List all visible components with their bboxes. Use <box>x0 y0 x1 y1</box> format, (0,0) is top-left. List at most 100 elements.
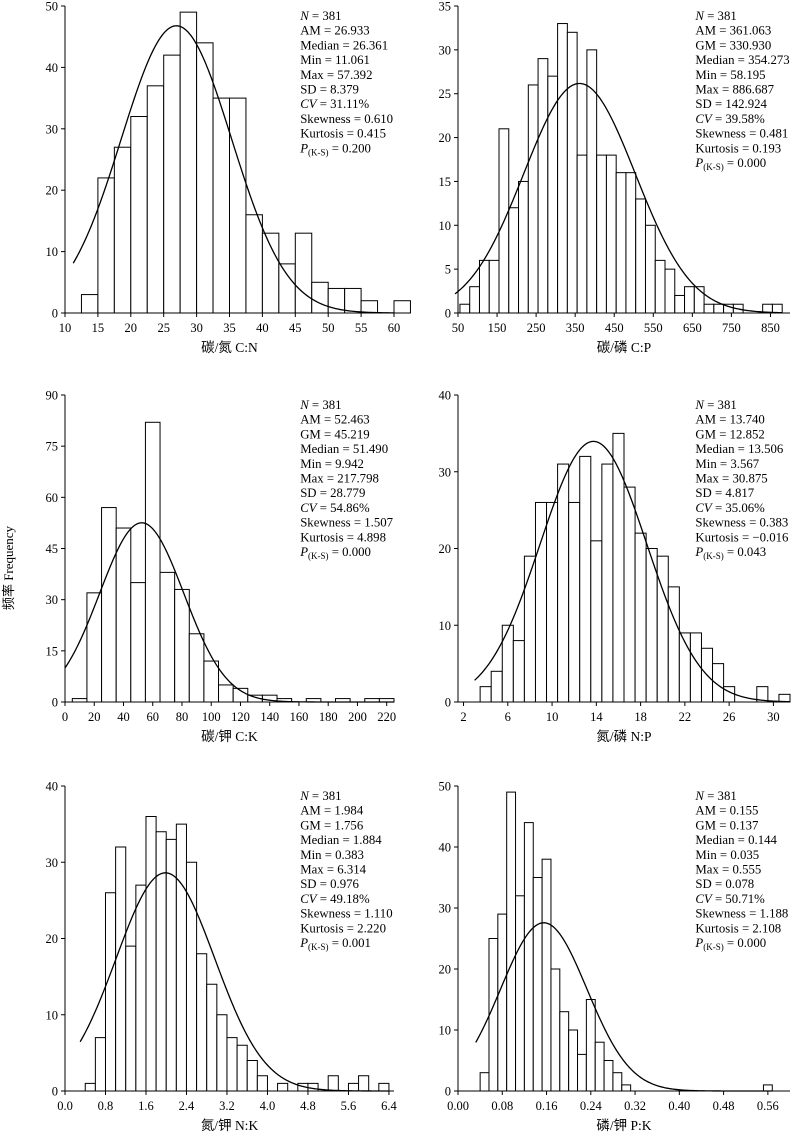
histogram-bar <box>490 670 503 703</box>
shared-y-axis-label: 频率 Frequency <box>1 525 16 610</box>
stat-line: AM = 361.063 <box>695 24 771 38</box>
stat-line: SD = 0.078 <box>695 877 754 891</box>
histogram-bar <box>80 294 99 314</box>
histogram-bar <box>478 259 490 314</box>
stat-line: Max = 57.392 <box>300 68 372 82</box>
y-tick-label: 75 <box>46 440 59 454</box>
stat-line: Median = 51.490 <box>300 442 388 456</box>
y-tick-label: 10 <box>46 245 59 259</box>
histogram-bar <box>612 1072 623 1092</box>
histogram-bar <box>568 1029 579 1092</box>
histogram-bar <box>218 684 234 703</box>
histogram-bar <box>515 895 525 1092</box>
y-tick-label: 40 <box>46 780 59 794</box>
stat-line: N = 381 <box>694 9 736 23</box>
histogram-bar <box>344 287 362 314</box>
y-tick-label: 10 <box>439 1024 452 1038</box>
x-tick-label: 550 <box>644 321 663 335</box>
y-tick-label: 45 <box>46 542 59 556</box>
y-tick-label: 30 <box>439 465 452 479</box>
x-tick-label: 0.48 <box>713 1099 735 1113</box>
histogram-bar <box>566 31 578 314</box>
y-tick-label: 30 <box>439 902 452 916</box>
histogram-bar <box>684 286 695 314</box>
x-tick-label: 50 <box>322 321 335 335</box>
stat-line: Kurtosis = 2.108 <box>695 921 781 935</box>
histogram-bar <box>523 555 536 703</box>
histogram-bar <box>130 582 146 703</box>
x-tick-label: 5.6 <box>341 1099 357 1113</box>
y-tick-label: 20 <box>439 131 452 145</box>
stat-line: N = 381 <box>694 789 736 803</box>
stat-line: GM = 0.137 <box>695 818 759 832</box>
x-tick-label: 25 <box>157 321 170 335</box>
stat-line: Min = 3.567 <box>695 457 759 471</box>
stat-line: Min = 0.035 <box>695 848 759 862</box>
histogram-bar <box>393 300 411 314</box>
histogram-panel-3: 0 15 30 45 60 75 90 0 20 40 60 80 100 120 140 160 180 200… <box>46 389 397 745</box>
normal-fit-curve <box>454 82 783 314</box>
histogram-bar <box>689 632 702 703</box>
stat-line: AM = 13.740 <box>695 413 764 427</box>
x-tick-label: 0.8 <box>98 1099 114 1113</box>
x-axis-label: 碳/钾 C:K <box>201 729 258 744</box>
normal-fit-curve <box>72 25 395 314</box>
histogram-bar <box>175 823 187 1092</box>
y-tick-label: 30 <box>439 43 452 57</box>
y-tick-label: 15 <box>439 175 452 189</box>
histogram-bar <box>590 540 603 703</box>
histogram-bar <box>674 294 686 314</box>
x-tick-label: 4.0 <box>260 1099 276 1113</box>
stat-line: SD = 8.379 <box>300 83 359 97</box>
stat-line: N = 381 <box>299 789 341 803</box>
stat-line: Median = 1.884 <box>300 833 382 847</box>
stat-line: Skewness = 0.383 <box>695 516 788 530</box>
stat-line: Kurtosis = −0.016 <box>695 530 789 544</box>
histogram-bar <box>527 84 539 314</box>
histogram-bar <box>196 953 208 1092</box>
histogram-bar <box>307 1082 319 1092</box>
histogram-bar <box>130 116 148 314</box>
stat-line: Median = 354.273 <box>695 53 789 67</box>
x-tick-label: 22 <box>679 710 692 724</box>
x-tick-label: 180 <box>319 710 338 724</box>
x-axis-label: 磷/钾 P:K <box>596 1118 651 1133</box>
stat-line: P(K-S) = 0.001 <box>299 936 371 952</box>
histogram-panel-5: 0 10 20 30 40 0.0 0.8 1.6 2.4 3.2 4.0 4.8 5.6 6.4 氮/钾 … <box>46 780 398 1134</box>
y-tick-label: 50 <box>46 0 59 14</box>
histogram-bar <box>557 23 568 314</box>
histogram-bar <box>605 154 617 314</box>
x-tick-label: 40 <box>117 710 130 724</box>
x-tick-label: 0.56 <box>757 1099 779 1113</box>
x-tick-label: 20 <box>125 321 138 335</box>
histogram-bar <box>229 97 247 314</box>
stat-line: AM = 1.984 <box>300 804 364 818</box>
stat-line: CV = 39.58% <box>695 112 765 126</box>
y-tick-label: 60 <box>46 491 59 505</box>
stat-line: GM = 12.852 <box>695 427 764 441</box>
y-tick-label: 15 <box>46 644 59 658</box>
x-tick-label: 40 <box>256 321 269 335</box>
histogram-bar <box>163 54 181 314</box>
x-tick-label: 120 <box>231 710 250 724</box>
histogram-bar <box>378 1082 390 1092</box>
y-tick-label: 0 <box>52 307 58 321</box>
y-tick-label: 20 <box>439 542 452 556</box>
x-tick-label: 35 <box>223 321 236 335</box>
x-tick-label: 450 <box>605 321 624 335</box>
stat-line: Skewness = 0.610 <box>300 112 393 126</box>
histogram-bar <box>488 938 499 1092</box>
stat-line: AM = 52.463 <box>300 413 369 427</box>
histogram-bar <box>596 154 607 314</box>
x-tick-label: 350 <box>566 321 585 335</box>
histogram-bar <box>84 1082 96 1092</box>
histogram-bar <box>86 592 103 703</box>
histogram-bar <box>479 686 492 703</box>
stat-line: GM = 45.219 <box>300 427 369 441</box>
stat-line: Kurtosis = 4.898 <box>300 530 386 544</box>
x-tick-label: 200 <box>348 710 367 724</box>
x-axis-label: 氮/钾 N:K <box>201 1118 259 1133</box>
